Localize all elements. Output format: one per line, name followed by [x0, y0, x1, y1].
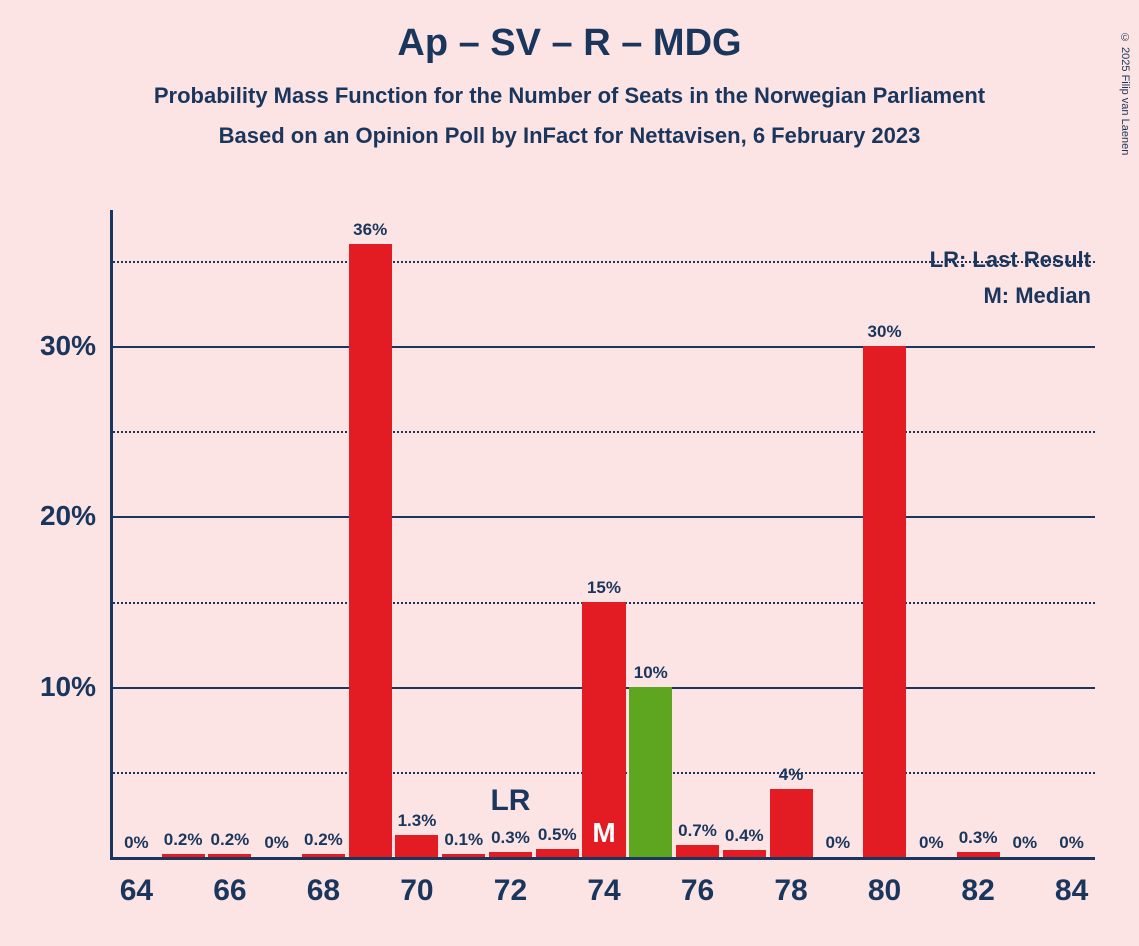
grid-line-minor [113, 261, 1095, 263]
bar-value-label: 0% [124, 833, 149, 853]
bar-value-label: 0% [1059, 833, 1084, 853]
chart-bar: 0.7% [676, 845, 719, 857]
x-tick-label: 80 [868, 874, 901, 908]
chart-bar: 0.5% [536, 849, 579, 858]
bar-value-label: 10% [634, 663, 668, 683]
chart-bar: 0.2% [302, 854, 345, 857]
bar-value-label: 0.4% [725, 826, 764, 846]
x-tick-label: 78 [774, 874, 807, 908]
x-tick-label: 68 [307, 874, 340, 908]
x-tick-label: 82 [961, 874, 994, 908]
bar-value-label: 0.3% [491, 828, 530, 848]
bar-value-label: 0.2% [304, 830, 343, 850]
bar-value-label: 0.7% [678, 821, 717, 841]
x-tick-label: 72 [494, 874, 527, 908]
chart-subtitle-1: Probability Mass Function for the Number… [0, 83, 1139, 109]
bar-value-label: 0.3% [959, 828, 998, 848]
x-tick-label: 66 [213, 874, 246, 908]
bar-value-label: 0.5% [538, 825, 577, 845]
bar-value-label: 15% [587, 578, 621, 598]
chart-bar: 0.4% [723, 850, 766, 857]
bar-value-label: 0% [264, 833, 289, 853]
legend-median: M: Median [983, 283, 1091, 309]
bar-value-label: 0.2% [164, 830, 203, 850]
chart-bar: 15%M [582, 602, 625, 857]
x-tick-label: 64 [120, 874, 153, 908]
chart-bar: 36% [349, 244, 392, 857]
chart-bar: 0.3% [957, 852, 1000, 857]
bar-value-label: 30% [868, 322, 902, 342]
legend-last-result: LR: Last Result [930, 247, 1091, 273]
x-tick-label: 74 [587, 874, 620, 908]
bar-value-label: 4% [779, 765, 804, 785]
x-tick-label: 84 [1055, 874, 1088, 908]
pmf-chart: LR: Last Result M: Median 10%20%30%0%0.2… [110, 210, 1095, 860]
copyright-text: © 2025 Filip van Laenen [1119, 32, 1131, 155]
chart-bar: 0.3% [489, 852, 532, 857]
x-tick-label: 76 [681, 874, 714, 908]
bar-value-label: 0% [1013, 833, 1038, 853]
grid-line [113, 516, 1095, 518]
y-axis [110, 210, 113, 860]
y-tick-label: 10% [40, 671, 96, 703]
x-tick-label: 70 [400, 874, 433, 908]
chart-title: Ap – SV – R – MDG [0, 22, 1139, 65]
grid-line [113, 346, 1095, 348]
grid-line-minor [113, 431, 1095, 433]
bar-value-label: 0% [919, 833, 944, 853]
bar-value-label: 0.1% [444, 830, 483, 850]
bar-value-label: 1.3% [398, 811, 437, 831]
bar-value-label: 36% [353, 220, 387, 240]
bar-value-label: 0.2% [211, 830, 250, 850]
chart-bar: 0.2% [162, 854, 205, 857]
y-tick-label: 30% [40, 330, 96, 362]
chart-bar: 0.1% [442, 854, 485, 857]
chart-bar: 1.3% [395, 835, 438, 857]
y-tick-label: 20% [40, 500, 96, 532]
median-marker: M [592, 817, 615, 849]
chart-subtitle-2: Based on an Opinion Poll by InFact for N… [0, 123, 1139, 149]
chart-bar: 4% [770, 789, 813, 857]
chart-bar: 30% [863, 346, 906, 857]
chart-bar: 0.2% [208, 854, 251, 857]
chart-bar: 10% [629, 687, 672, 857]
bar-value-label: 0% [826, 833, 851, 853]
lr-annotation: LR [490, 784, 530, 818]
x-axis [110, 857, 1095, 860]
